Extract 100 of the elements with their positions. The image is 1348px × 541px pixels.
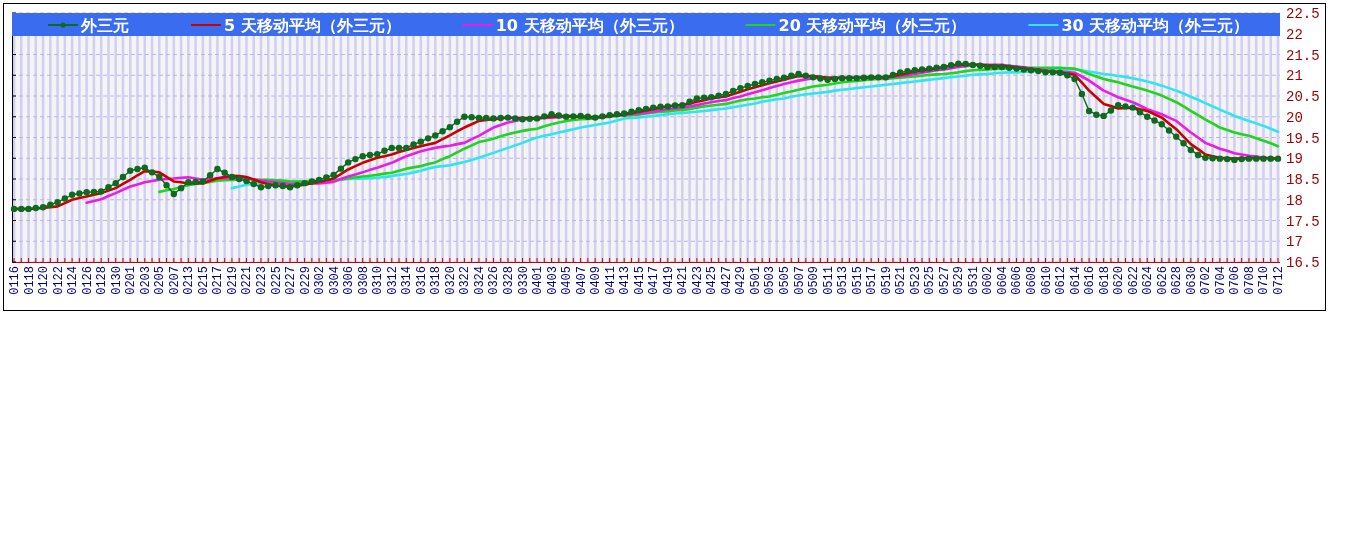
legend-label: 10 天移动平均（外三元） — [495, 16, 684, 35]
x-tick-label: 0312 — [385, 266, 400, 295]
x-tick-label: 0407 — [574, 266, 589, 295]
x-tick-label: 0411 — [603, 266, 618, 295]
x-tick-label: 0421 — [676, 266, 691, 295]
x-tick-label: 0213 — [182, 266, 197, 295]
x-tick-label: 0318 — [429, 266, 444, 295]
x-tick-label: 0419 — [661, 266, 676, 295]
x-tick-label: 0501 — [748, 266, 763, 295]
x-tick-label: 0708 — [1242, 266, 1257, 295]
x-tick-label: 0525 — [923, 266, 938, 295]
x-tick-label: 0517 — [865, 266, 880, 295]
x-tick-label: 0626 — [1155, 266, 1170, 295]
x-tick-label: 0118 — [22, 266, 37, 295]
x-tick-label: 0610 — [1039, 266, 1054, 295]
y-tick-label: 16.5 — [1286, 255, 1320, 271]
legend-label: 外三元 — [80, 16, 129, 35]
x-tick-label: 0124 — [66, 266, 81, 295]
x-tick-label: 0505 — [778, 266, 793, 295]
x-tick-label: 0503 — [763, 266, 778, 295]
x-tick-label: 0302 — [313, 266, 328, 295]
x-tick-label: 0330 — [516, 266, 531, 295]
y-tick-label: 17 — [1286, 234, 1303, 251]
y-tick-label: 22 — [1286, 26, 1303, 43]
x-tick-label: 0201 — [124, 266, 139, 295]
y-tick-label: 21 — [1286, 68, 1303, 85]
x-tick-label: 0417 — [647, 266, 662, 295]
x-tick-label: 0515 — [850, 266, 865, 295]
x-tick-label: 0704 — [1213, 266, 1228, 295]
x-tick-label: 0519 — [879, 266, 894, 295]
x-tick-label: 0215 — [196, 266, 211, 295]
x-tick-label: 0316 — [414, 266, 429, 295]
y-tick-label: 22.5 — [1286, 6, 1320, 22]
x-tick-label: 0509 — [807, 266, 822, 295]
x-tick-label: 0328 — [501, 266, 516, 295]
x-tick-label: 0122 — [51, 266, 66, 295]
x-tick-label: 0628 — [1170, 266, 1185, 295]
x-tick-label: 0203 — [138, 266, 153, 295]
x-tick-label: 0604 — [995, 266, 1010, 295]
x-tick-label: 0314 — [400, 266, 415, 295]
x-tick-label: 0616 — [1083, 266, 1098, 295]
x-tick-label: 0227 — [284, 266, 299, 295]
x-tick-label: 0618 — [1097, 266, 1112, 295]
x-tick-label: 0630 — [1184, 266, 1199, 295]
x-tick-label: 0128 — [95, 266, 110, 295]
x-tick-label: 0326 — [487, 266, 502, 295]
x-tick-label: 0602 — [981, 266, 996, 295]
x-tick-label: 0413 — [618, 266, 633, 295]
x-tick-label: 0423 — [690, 266, 705, 295]
x-tick-label: 0608 — [1025, 266, 1040, 295]
x-tick-label: 0223 — [254, 266, 269, 295]
x-tick-label: 0217 — [211, 266, 226, 295]
x-tick-label: 0620 — [1112, 266, 1127, 295]
x-tick-label: 0527 — [937, 266, 952, 295]
y-tick-label: 21.5 — [1286, 47, 1320, 64]
x-tick-label: 0710 — [1257, 266, 1272, 295]
x-tick-label: 0415 — [632, 266, 647, 295]
x-tick-label: 0320 — [443, 266, 458, 295]
x-tick-label: 0529 — [952, 266, 967, 295]
x-tick-label: 0712 — [1272, 266, 1286, 295]
x-tick-label: 0507 — [792, 266, 807, 295]
x-tick-label: 0205 — [153, 266, 168, 295]
y-tick-label: 20 — [1286, 109, 1303, 126]
x-tick-label: 0229 — [298, 266, 313, 295]
x-tick-label: 0304 — [327, 266, 342, 295]
x-tick-label: 0401 — [531, 266, 546, 295]
y-tick-label: 18.5 — [1286, 172, 1320, 188]
x-tick-label: 0425 — [705, 266, 720, 295]
x-tick-label: 0624 — [1141, 266, 1156, 295]
x-tick-label: 0322 — [458, 266, 473, 295]
x-tick-label: 0511 — [821, 266, 836, 295]
x-tick-label: 0427 — [719, 266, 734, 295]
y-tick-label: 17.5 — [1286, 213, 1320, 230]
y-tick-label: 19 — [1286, 151, 1303, 168]
x-tick-label: 0403 — [545, 266, 560, 295]
x-tick-label: 0521 — [894, 266, 909, 295]
x-tick-label: 0612 — [1054, 266, 1069, 295]
x-tick-label: 0207 — [167, 266, 182, 295]
x-tick-label: 0310 — [371, 266, 386, 295]
x-tick-label: 0606 — [1010, 266, 1025, 295]
x-tick-label: 0225 — [269, 266, 284, 295]
x-tick-label: 0130 — [109, 266, 124, 295]
legend-label: 5 天移动平均（外三元） — [224, 16, 401, 35]
x-tick-label: 0622 — [1126, 266, 1141, 295]
x-tick-label: 0126 — [80, 266, 95, 295]
x-tick-label: 0706 — [1228, 266, 1243, 295]
y-tick-label: 18 — [1286, 192, 1303, 209]
x-tick-label: 0219 — [225, 266, 240, 295]
legend-label: 20 天移动平均（外三元） — [778, 16, 967, 35]
x-tick-label: 0429 — [734, 266, 749, 295]
x-tick-label: 0405 — [560, 266, 575, 295]
legend-label: 30 天移动平均（外三元） — [1061, 16, 1250, 35]
x-tick-label: 0513 — [836, 266, 851, 295]
x-tick-label: 0221 — [240, 266, 255, 295]
x-tick-label: 0531 — [966, 266, 981, 295]
x-tick-label: 0614 — [1068, 266, 1083, 295]
x-tick-label: 0308 — [356, 266, 371, 295]
x-tick-label: 0306 — [342, 266, 357, 295]
x-tick-label: 0523 — [908, 266, 923, 295]
x-tick-label: 0120 — [37, 266, 52, 295]
